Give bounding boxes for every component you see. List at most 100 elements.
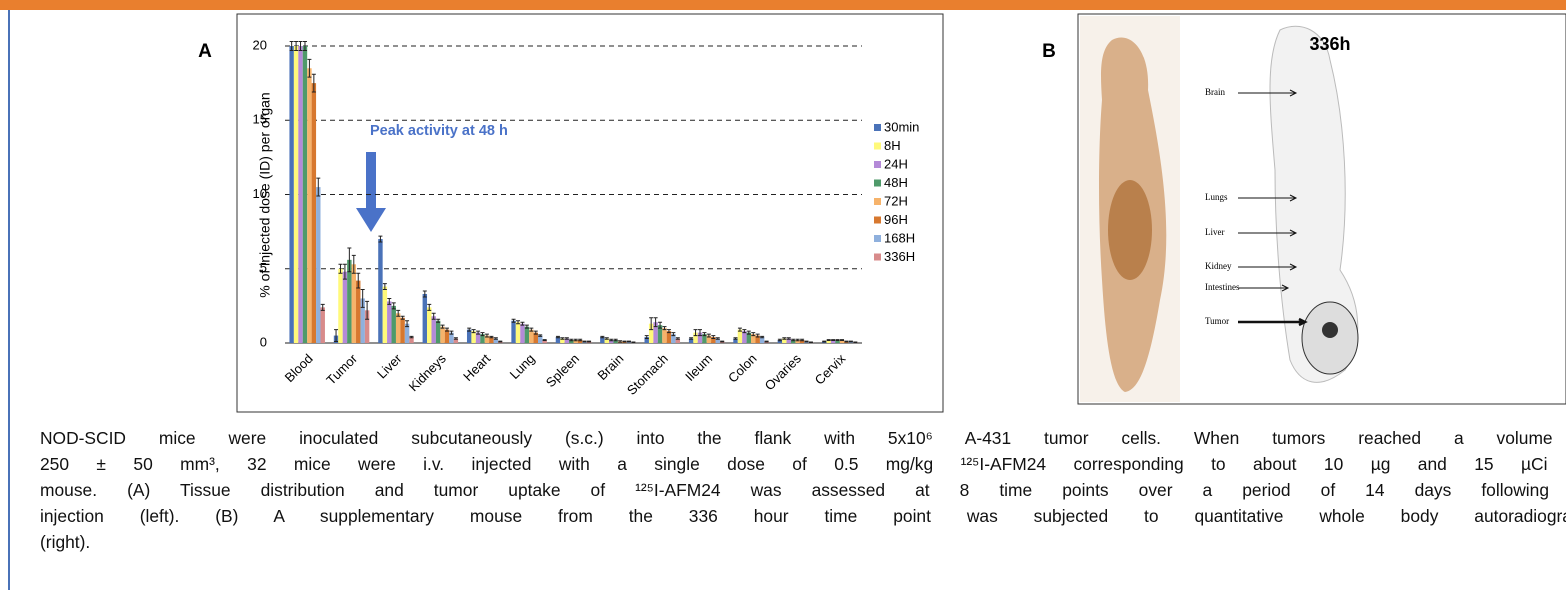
bar	[826, 340, 831, 343]
bar	[600, 337, 605, 343]
y-tick-label: 20	[253, 37, 267, 52]
error-bar	[777, 338, 782, 342]
error-bar	[400, 315, 405, 320]
bar	[422, 293, 428, 343]
image-label: Liver	[1205, 227, 1225, 237]
error-bar	[351, 254, 356, 274]
legend-swatch	[874, 198, 881, 205]
bar	[444, 329, 450, 343]
bar	[409, 337, 414, 343]
bar	[440, 326, 445, 343]
error-bar	[848, 340, 853, 343]
bar	[573, 340, 578, 343]
error-bar	[467, 327, 472, 332]
error-bar	[578, 338, 583, 342]
error-bar	[760, 335, 765, 339]
error-bar	[693, 329, 698, 337]
error-bar	[671, 332, 676, 337]
caption-line: injection (left). (B) A supplementary mo…	[40, 506, 1566, 526]
error-bar	[489, 335, 494, 339]
error-bar	[436, 318, 441, 323]
legend-swatch	[874, 253, 881, 261]
bar	[795, 340, 800, 343]
error-bar	[560, 337, 565, 340]
error-bar	[675, 337, 680, 340]
error-bar	[307, 58, 312, 78]
error-bar	[480, 332, 485, 337]
bar	[391, 305, 396, 343]
bar	[577, 340, 583, 343]
bar	[755, 335, 760, 343]
bar	[648, 323, 654, 343]
legend-label: 168H	[884, 230, 915, 245]
bar	[733, 338, 738, 343]
error-bar	[697, 329, 702, 337]
bar	[537, 335, 543, 343]
error-bar	[311, 73, 316, 93]
bar	[427, 307, 432, 343]
error-bar	[422, 290, 427, 298]
error-bar	[427, 303, 432, 311]
bar	[746, 332, 752, 343]
bar	[302, 46, 308, 343]
bar	[688, 338, 694, 343]
bar	[395, 313, 401, 343]
error-bar	[822, 340, 827, 343]
legend-swatch	[874, 216, 881, 224]
error-bar	[569, 338, 574, 342]
bar	[307, 68, 312, 344]
legend-label: 30min	[884, 119, 919, 134]
error-bar	[742, 329, 747, 334]
y-tick-label: 10	[253, 186, 267, 201]
legend-swatch	[874, 179, 881, 187]
photo-organ	[1108, 180, 1152, 280]
legend-label: 72H	[884, 193, 908, 208]
bar	[777, 340, 783, 343]
bar	[471, 331, 476, 343]
bar	[342, 271, 348, 343]
error-bar	[391, 302, 396, 310]
bar	[759, 337, 765, 343]
bar	[400, 317, 405, 343]
bar	[475, 332, 481, 343]
error-bar	[445, 327, 450, 332]
bar	[555, 337, 561, 343]
time-label: 336h	[1309, 34, 1350, 54]
side-border	[8, 10, 10, 590]
legend-swatch	[874, 124, 881, 131]
bar	[489, 337, 494, 343]
error-bar	[764, 340, 769, 343]
label-arrow	[1238, 229, 1298, 237]
bar	[524, 326, 530, 343]
bar	[449, 332, 454, 343]
error-bar	[302, 41, 307, 51]
bar	[564, 338, 570, 343]
bar	[693, 332, 698, 343]
bar	[431, 316, 436, 343]
header-bar	[0, 0, 1566, 10]
error-bar	[831, 339, 836, 341]
panel-label: B	[1042, 41, 1056, 62]
bar	[542, 340, 547, 343]
error-bar	[800, 338, 805, 342]
bar	[702, 334, 707, 343]
error-bar	[453, 337, 458, 340]
bar	[435, 320, 441, 343]
error-bar	[791, 338, 796, 342]
bar	[715, 338, 720, 343]
error-bar	[289, 41, 294, 51]
bar	[751, 334, 756, 343]
caption-line: mouse. (A) Tissue distribution and tumor…	[40, 480, 1566, 500]
error-bar	[320, 303, 325, 311]
bar	[644, 337, 649, 343]
bar	[480, 334, 485, 343]
error-bar	[626, 340, 631, 343]
error-bar	[338, 263, 343, 274]
bar	[529, 329, 534, 343]
legend-label: 48H	[884, 175, 908, 190]
bar	[356, 280, 361, 343]
error-bar	[737, 327, 742, 332]
bar	[311, 83, 317, 343]
error-bar	[484, 333, 489, 338]
